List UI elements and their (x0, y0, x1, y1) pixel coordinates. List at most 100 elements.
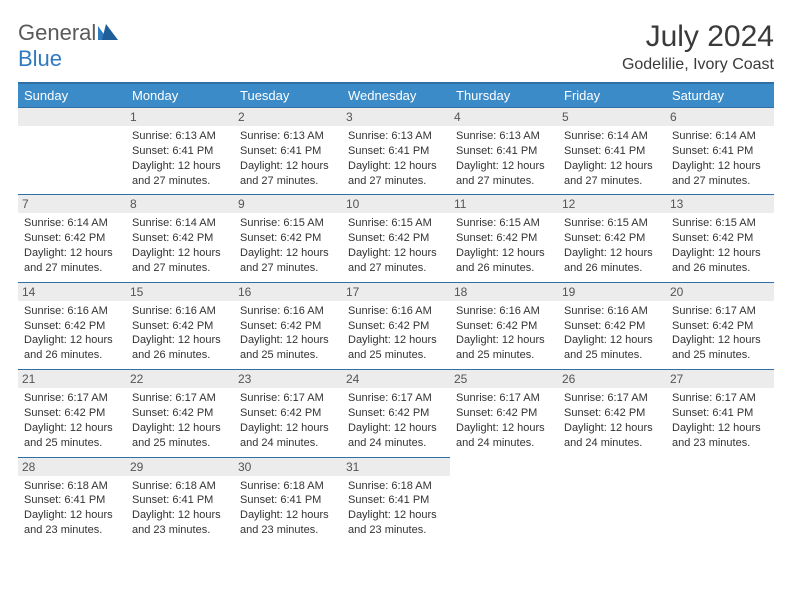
day-number: 15 (126, 283, 234, 301)
sunrise-text: Sunrise: 6:17 AM (456, 391, 552, 406)
day-details: Sunrise: 6:17 AMSunset: 6:42 PMDaylight:… (348, 391, 444, 450)
day-number: 7 (18, 195, 126, 213)
sunset-text: Sunset: 6:42 PM (240, 406, 336, 421)
logo-triangle-icon (98, 24, 120, 45)
sunrise-text: Sunrise: 6:13 AM (240, 129, 336, 144)
calendar-cell: 6 Sunrise: 6:14 AMSunset: 6:41 PMDaylight… (666, 107, 774, 194)
daylight-text: Daylight: 12 hours and 27 minutes. (240, 246, 336, 276)
calendar-cell: 16 Sunrise: 6:16 AMSunset: 6:42 PMDayligh… (234, 282, 342, 369)
sunrise-text: Sunrise: 6:17 AM (564, 391, 660, 406)
location-label: Godelilie, Ivory Coast (622, 56, 774, 74)
day-details: Sunrise: 6:17 AMSunset: 6:42 PMDaylight:… (240, 391, 336, 450)
daylight-text: Daylight: 12 hours and 24 minutes. (564, 421, 660, 451)
calendar-cell: 17Sunrise: 6:16 AMSunset: 6:42 PMDayligh… (342, 282, 450, 369)
sunrise-text: Sunrise: 6:16 AM (348, 304, 444, 319)
sunset-text: Sunset: 6:41 PM (348, 144, 444, 159)
day-details: Sunrise: 6:18 AMSunset: 6:41 PMDaylight:… (348, 479, 444, 538)
daylight-text: Daylight: 12 hours and 27 minutes. (24, 246, 120, 276)
weekday-tuesday: Tuesday (234, 83, 342, 107)
day-number-blank (450, 457, 558, 475)
sunrise-text: Sunrise: 6:17 AM (132, 391, 228, 406)
calendar-cell: 18Sunrise: 6:16 AMSunset: 6:42 PMDayligh… (450, 282, 558, 369)
calendar-cell: 19Sunrise: 6:16 AMSunset: 6:42 PMDayligh… (558, 282, 666, 369)
sunrise-text: Sunrise: 6:14 AM (132, 216, 228, 231)
day-number-blank (558, 457, 666, 475)
day-number: 22 (126, 370, 234, 388)
day-number: 27 (666, 370, 774, 388)
sunrise-text: Sunrise: 6:13 AM (456, 129, 552, 144)
sunset-text: Sunset: 6:41 PM (348, 493, 444, 508)
sunrise-text: Sunrise: 6:15 AM (672, 216, 768, 231)
sunset-text: Sunset: 6:41 PM (564, 144, 660, 159)
day-number: 18 (450, 283, 558, 301)
day-details: Sunrise: 6:13 AMSunset: 6:41 PMDaylight:… (132, 129, 228, 188)
sunrise-text: Sunrise: 6:15 AM (564, 216, 660, 231)
day-details: Sunrise: 6:18 AMSunset: 6:41 PMDaylight:… (24, 479, 120, 538)
calendar-cell: 9Sunrise: 6:15 AMSunset: 6:42 PMDaylight… (234, 194, 342, 281)
calendar-cell: 22Sunrise: 6:17 AMSunset: 6:42 PMDayligh… (126, 369, 234, 456)
day-details: Sunrise: 6:14 AMSunset: 6:42 PMDaylight:… (132, 216, 228, 275)
day-number: 3 (342, 108, 450, 126)
daylight-text: Daylight: 12 hours and 25 minutes. (672, 333, 768, 363)
day-details: Sunrise: 6:14 AMSunset: 6:41 PMDaylight:… (564, 129, 660, 188)
calendar-cell: 20Sunrise: 6:17 AMSunset: 6:42 PMDayligh… (666, 282, 774, 369)
sunset-text: Sunset: 6:41 PM (456, 144, 552, 159)
sunrise-text: Sunrise: 6:15 AM (456, 216, 552, 231)
daylight-text: Daylight: 12 hours and 23 minutes. (24, 508, 120, 538)
calendar-cell: 26Sunrise: 6:17 AMSunset: 6:42 PMDayligh… (558, 369, 666, 456)
logo: General Blue (18, 20, 120, 72)
daylight-text: Daylight: 12 hours and 27 minutes. (348, 246, 444, 276)
calendar-cell: 15 Sunrise: 6:16 AMSunset: 6:42 PMDayligh… (126, 282, 234, 369)
daylight-text: Daylight: 12 hours and 24 minutes. (240, 421, 336, 451)
calendar-week-row: 7Sunrise: 6:14 AMSunset: 6:42 PMDaylight… (18, 194, 774, 281)
sunset-text: Sunset: 6:42 PM (24, 231, 120, 246)
day-details: Sunrise: 6:17 AMSunset: 6:42 PMDaylight:… (672, 304, 768, 363)
weekday-wednesday: Wednesday (342, 83, 450, 107)
sunset-text: Sunset: 6:41 PM (240, 144, 336, 159)
day-details: Sunrise: 6:16 AMSunset: 6:42 PMDaylight:… (132, 304, 228, 363)
day-number: 16 (234, 283, 342, 301)
day-details: Sunrise: 6:15 AMSunset: 6:42 PMDaylight:… (456, 216, 552, 275)
sunrise-text: Sunrise: 6:16 AM (456, 304, 552, 319)
day-details: Sunrise: 6:18 AMSunset: 6:41 PMDaylight:… (132, 479, 228, 538)
day-number: 10 (342, 195, 450, 213)
daylight-text: Daylight: 12 hours and 23 minutes. (348, 508, 444, 538)
sunrise-text: Sunrise: 6:18 AM (348, 479, 444, 494)
day-number: 8 (126, 195, 234, 213)
day-details: Sunrise: 6:17 AMSunset: 6:42 PMDaylight:… (564, 391, 660, 450)
sunset-text: Sunset: 6:41 PM (240, 493, 336, 508)
day-number: 29 (126, 458, 234, 476)
calendar-cell: 2Sunrise: 6:13 AMSunset: 6:41 PMDaylight… (234, 107, 342, 194)
calendar-cell: 13Sunrise: 6:15 AMSunset: 6:42 PMDayligh… (666, 194, 774, 281)
day-number: 6 (666, 108, 774, 126)
calendar-cell: 1Sunrise: 6:13 AMSunset: 6:41 PMDaylight… (126, 107, 234, 194)
calendar-cell: 4Sunrise: 6:13 AMSunset: 6:41 PMDaylight… (450, 107, 558, 194)
calendar-cell: 23Sunrise: 6:17 AMSunset: 6:42 PMDayligh… (234, 369, 342, 456)
day-number: 19 (558, 283, 666, 301)
calendar-cell: 27Sunrise: 6:17 AMSunset: 6:41 PMDayligh… (666, 369, 774, 456)
daylight-text: Daylight: 12 hours and 27 minutes. (240, 159, 336, 189)
calendar-cell (18, 107, 126, 194)
daylight-text: Daylight: 12 hours and 23 minutes. (672, 421, 768, 451)
sunrise-text: Sunrise: 6:17 AM (348, 391, 444, 406)
sunset-text: Sunset: 6:42 PM (24, 406, 120, 421)
calendar-cell: 24Sunrise: 6:17 AMSunset: 6:42 PMDayligh… (342, 369, 450, 456)
day-details: Sunrise: 6:13 AMSunset: 6:41 PMDaylight:… (456, 129, 552, 188)
daylight-text: Daylight: 12 hours and 25 minutes. (240, 333, 336, 363)
day-number: 13 (666, 195, 774, 213)
sunset-text: Sunset: 6:42 PM (456, 231, 552, 246)
calendar-cell: 14Sunrise: 6:16 AMSunset: 6:42 PMDayligh… (18, 282, 126, 369)
calendar-cell (450, 457, 558, 544)
sunset-text: Sunset: 6:42 PM (240, 231, 336, 246)
daylight-text: Daylight: 12 hours and 27 minutes. (348, 159, 444, 189)
day-details: Sunrise: 6:14 AMSunset: 6:41 PMDaylight:… (672, 129, 768, 188)
weekday-thursday: Thursday (450, 83, 558, 107)
calendar-cell: 29 Sunrise: 6:18 AMSunset: 6:41 PMDayligh… (126, 457, 234, 544)
day-number: 14 (18, 283, 126, 301)
daylight-text: Daylight: 12 hours and 27 minutes. (132, 159, 228, 189)
calendar-cell: 25Sunrise: 6:17 AMSunset: 6:42 PMDayligh… (450, 369, 558, 456)
day-details: Sunrise: 6:16 AMSunset: 6:42 PMDaylight:… (240, 304, 336, 363)
sunset-text: Sunset: 6:42 PM (564, 406, 660, 421)
daylight-text: Daylight: 12 hours and 26 minutes. (564, 246, 660, 276)
calendar-cell (558, 457, 666, 544)
